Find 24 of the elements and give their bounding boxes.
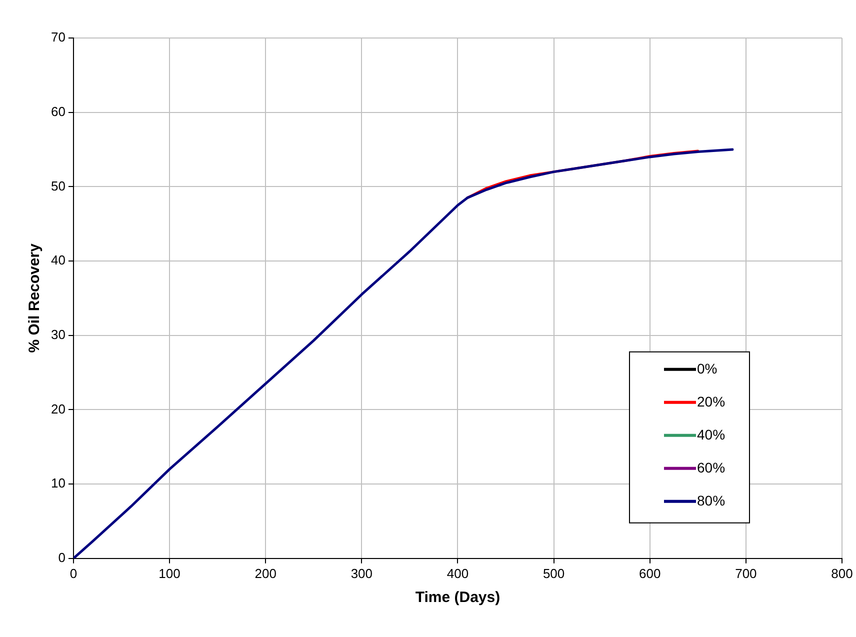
y-tick-label: 50 <box>50 178 66 194</box>
y-tick-label: 30 <box>50 326 66 342</box>
x-tick-label: 100 <box>158 566 180 581</box>
x-tick-label: 600 <box>639 566 661 581</box>
legend-label: 80% <box>697 492 726 508</box>
x-tick-label: 200 <box>254 566 276 581</box>
y-tick-label: 60 <box>50 104 66 119</box>
y-tick-label: 0 <box>58 550 66 565</box>
x-tick-label: 800 <box>831 566 853 581</box>
legend-label: 40% <box>697 426 726 442</box>
x-tick-label: 700 <box>735 566 757 581</box>
x-tick-label: 0 <box>70 566 78 581</box>
legend-label: 60% <box>697 459 726 476</box>
x-tick-label: 300 <box>350 566 373 581</box>
legend-label: 20% <box>697 393 726 410</box>
y-tick-label: 20 <box>50 401 66 416</box>
y-tick-label: 40 <box>50 252 66 268</box>
y-axis-title: % Oil Recovery <box>26 242 44 353</box>
y-tick-label: 70 <box>50 30 66 45</box>
x-tick-label: 500 <box>542 566 565 581</box>
x-tick-label: 400 <box>446 566 469 581</box>
y-tick-label: 10 <box>50 476 66 491</box>
legend-label: 0% <box>697 360 718 376</box>
x-axis-title: Time (Days) <box>415 589 500 606</box>
